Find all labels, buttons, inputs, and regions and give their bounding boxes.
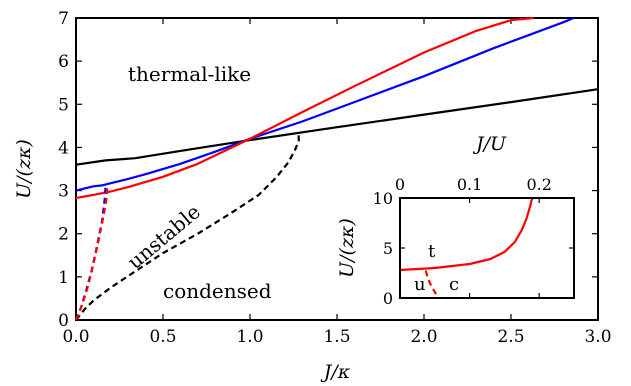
inset-label-c: c [449,274,459,295]
y-tick-label: 5 [58,95,69,115]
series-line-0 [399,197,534,272]
y-tick-label: 0 [383,289,393,308]
x-tick-label: 0 [395,175,405,194]
series-line-5-dashed [74,188,109,321]
y-tick-label: 1 [58,268,69,288]
main-tick-labels: 0.0 0.5 1.0 1.5 2.0 2.5 3.0 0 1 2 3 4 5 6 7 [58,9,611,347]
x-tick-label: 0.5 [149,327,176,347]
x-tick-label: 0.1 [457,175,482,194]
series-line-1 [75,16,575,192]
main-curves [74,16,599,321]
y-tick-label: 6 [58,52,69,72]
series-line-0 [75,88,599,166]
y-tick-label: 2 [58,225,69,245]
inset-ticks [399,197,574,299]
inset-label-u: u [414,274,426,295]
inset-plot-background [400,198,574,298]
y-tick-label: 10 [373,189,393,208]
inset-label-t: t [428,241,436,262]
y-tick-label: 7 [58,9,69,29]
series-line-2 [75,16,534,199]
series-line-4-dashed [74,186,107,321]
x-tick-label: 3.0 [584,327,611,347]
x-tick-label: 1.5 [323,327,350,347]
x-tick-label: 0.0 [62,327,89,347]
x-tick-label: 2.5 [497,327,524,347]
main-x-axis-label: J/κ [320,361,351,383]
x-tick-label: 2.0 [410,327,437,347]
main-y-axis-label: U/(zκ) [13,139,35,199]
region-label-condensed: condensed [163,279,272,303]
main-ticks [75,17,599,321]
y-tick-label: 3 [58,182,69,202]
x-tick-label: 1.0 [236,327,263,347]
region-label-thermal-like: thermal-like [128,62,251,86]
inset-y-axis-label: U/(zκ) [336,218,358,278]
y-tick-label: 0 [58,311,69,331]
series-line-1-dashed [424,270,440,299]
inset-tick-labels: 0 0.1 0.2 0 5 10 [373,175,552,308]
inset-curves [399,197,534,299]
y-tick-label: 4 [58,138,69,158]
y-tick-label: 5 [383,239,393,258]
series-line-3-dashed [75,134,300,321]
inset-x-axis-label: J/U [472,133,507,155]
x-tick-label: 0.2 [526,175,551,194]
